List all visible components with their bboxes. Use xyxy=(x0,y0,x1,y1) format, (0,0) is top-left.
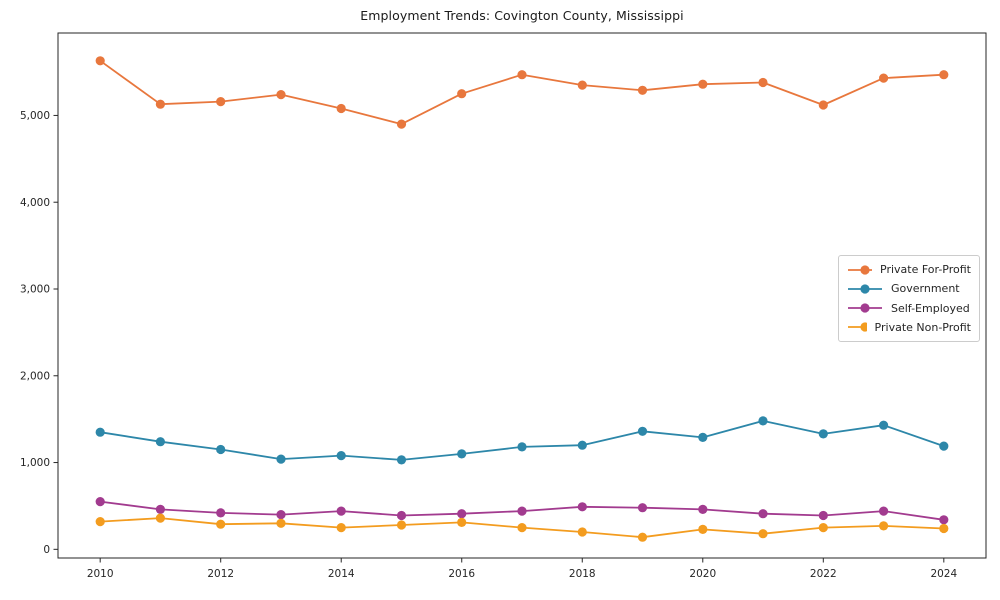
data-point xyxy=(758,509,768,519)
x-tick-label: 2022 xyxy=(810,568,837,580)
data-point xyxy=(818,100,828,110)
data-point xyxy=(95,427,105,437)
legend-item: Self-Employed xyxy=(847,299,971,318)
data-point xyxy=(939,70,949,80)
data-point xyxy=(698,504,708,514)
data-point xyxy=(698,524,708,535)
data-point xyxy=(216,508,226,518)
chart-title: Employment Trends: Covington County, Mis… xyxy=(360,8,684,23)
data-point xyxy=(758,77,768,88)
y-tick-label: 5,000 xyxy=(20,110,50,122)
legend: Private For-Profit Government Self-Employe… xyxy=(838,255,980,342)
y-tick-label: 3,000 xyxy=(20,284,50,296)
data-point xyxy=(517,70,527,80)
data-point xyxy=(155,99,165,109)
data-point xyxy=(517,506,527,516)
data-point xyxy=(818,429,828,439)
data-point xyxy=(517,442,527,452)
data-point xyxy=(95,517,105,527)
data-point xyxy=(698,79,708,89)
data-point xyxy=(818,510,828,521)
data-point xyxy=(517,523,527,533)
x-tick-label: 2024 xyxy=(930,568,957,580)
legend-item-label: Government xyxy=(891,282,960,296)
data-point xyxy=(336,523,346,533)
data-point xyxy=(396,510,407,521)
data-point xyxy=(939,523,949,534)
data-point xyxy=(457,509,467,519)
x-tick-label: 2012 xyxy=(207,568,234,580)
data-point xyxy=(637,503,648,513)
x-tick-label: 2014 xyxy=(328,568,355,580)
legend-item-label: Private Non-Profit xyxy=(874,320,971,334)
y-tick-label: 0 xyxy=(43,544,50,556)
data-point xyxy=(879,521,889,531)
data-point xyxy=(216,519,226,529)
data-point xyxy=(336,103,346,114)
x-tick-label: 2016 xyxy=(448,568,475,580)
data-point xyxy=(396,119,407,129)
data-point xyxy=(276,454,286,464)
data-point xyxy=(457,449,467,459)
data-point xyxy=(216,444,226,455)
data-point xyxy=(396,520,407,530)
data-point xyxy=(577,440,587,450)
legend-item-label: Self-Employed xyxy=(891,301,970,315)
data-point xyxy=(637,532,648,542)
data-point xyxy=(95,497,105,507)
data-point xyxy=(457,89,467,99)
data-point xyxy=(155,504,165,514)
data-point xyxy=(577,527,587,537)
data-point xyxy=(818,523,828,533)
y-tick-label: 1,000 xyxy=(20,457,50,469)
series-line xyxy=(100,420,945,461)
legend-marker-icon xyxy=(848,265,872,275)
data-point xyxy=(879,506,889,516)
data-point xyxy=(276,518,286,528)
data-point xyxy=(276,509,286,520)
legend-item: Private For-Profit xyxy=(847,260,971,279)
plot-frame xyxy=(57,32,987,559)
legend-item: Government xyxy=(847,279,971,298)
data-point xyxy=(758,416,768,426)
data-point xyxy=(939,515,949,525)
legend-marker-icon xyxy=(848,322,867,332)
legend-item-label: Private For-Profit xyxy=(880,263,971,277)
data-point xyxy=(396,455,407,465)
data-point xyxy=(276,90,286,100)
y-tick-label: 2,000 xyxy=(20,370,50,382)
data-point xyxy=(698,432,708,442)
data-point xyxy=(457,517,467,528)
data-point xyxy=(879,420,889,430)
data-point xyxy=(637,85,648,95)
data-point xyxy=(155,437,165,447)
data-point xyxy=(577,502,587,512)
legend-marker-icon xyxy=(848,303,882,313)
data-point xyxy=(879,73,889,83)
data-point xyxy=(155,513,165,523)
data-point xyxy=(216,97,226,107)
data-point xyxy=(336,506,346,516)
data-point xyxy=(758,529,768,539)
x-tick-label: 2010 xyxy=(87,568,114,580)
y-tick-label: 4,000 xyxy=(20,197,50,209)
x-tick-label: 2018 xyxy=(569,568,596,580)
data-point xyxy=(939,441,949,451)
data-point xyxy=(95,56,105,66)
legend-marker-icon xyxy=(848,284,882,294)
data-point xyxy=(336,451,346,461)
x-tick-label: 2020 xyxy=(689,568,716,580)
data-point xyxy=(577,80,587,90)
legend-item: Private Non-Profit xyxy=(847,318,971,337)
data-point xyxy=(637,426,648,436)
